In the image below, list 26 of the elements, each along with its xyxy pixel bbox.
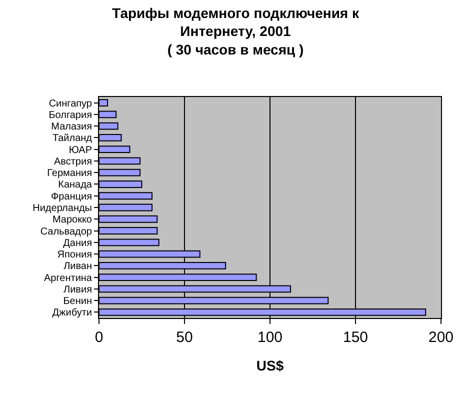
x-tick-label: 150: [342, 329, 368, 346]
x-axis-title: US$: [256, 357, 284, 374]
x-tick-label: 100: [257, 329, 283, 346]
y-tick-label: Ливия: [64, 284, 92, 296]
y-tick-label: Германия: [47, 168, 92, 180]
y-tick-label: Сальвадор: [40, 226, 92, 238]
y-tick-label: Джибути: [52, 308, 92, 319]
y-tick-label: Канада: [58, 180, 92, 191]
y-tick-label: Аргентина: [44, 272, 92, 284]
y-tick-label: Дания: [63, 238, 92, 249]
chart-title: Тарифы модемного подключения к Интернету, 2001 ( 30 часов в месяц ): [112, 4, 360, 58]
y-tick-label: Бенин: [63, 296, 92, 308]
x-tick-label: 0: [94, 329, 104, 346]
y-tick-label: Австрия: [54, 156, 92, 168]
y-tick-label: Болгария: [48, 110, 92, 121]
y-tick-label: Нидерланды: [32, 203, 92, 214]
y-tick-label: Франция: [51, 191, 92, 202]
y-tick-label: Сингапур: [48, 98, 92, 110]
y-tick-label: Тайланд: [52, 133, 92, 144]
y-tick-label: Малазия: [51, 122, 92, 133]
y-tick-label: ЮАР: [68, 144, 92, 156]
y-tick-label: Япония: [57, 250, 92, 261]
x-tick-label: 200: [428, 329, 454, 346]
y-tick-label: Марокко: [52, 214, 92, 226]
y-tick-label: Ливан: [64, 261, 92, 272]
x-tick-label: 50: [176, 329, 193, 346]
